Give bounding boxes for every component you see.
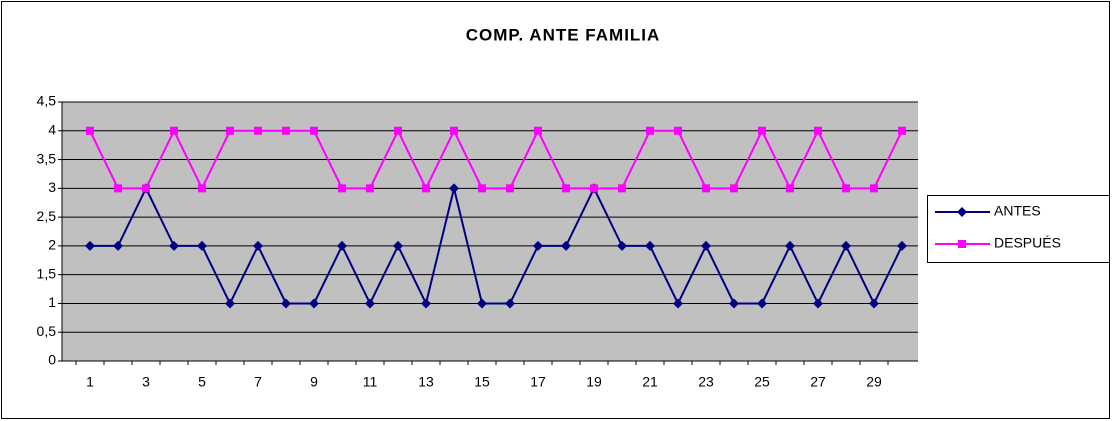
point xyxy=(702,184,710,193)
point xyxy=(86,126,94,135)
legend-label: DESPUÉS xyxy=(994,235,1061,251)
y-tick-label: 1 xyxy=(48,294,56,310)
x-tick-label: 5 xyxy=(198,374,206,390)
point xyxy=(281,298,291,309)
point xyxy=(450,126,458,135)
point xyxy=(841,240,851,251)
point xyxy=(477,298,487,309)
point xyxy=(421,298,431,309)
point xyxy=(366,184,374,193)
y-tick-label: 2 xyxy=(48,237,56,253)
point xyxy=(674,126,682,135)
point xyxy=(562,184,570,193)
point xyxy=(897,240,907,251)
point xyxy=(225,298,235,309)
legend-label: ANTES xyxy=(994,203,1041,219)
point xyxy=(197,240,207,251)
point xyxy=(254,126,262,135)
point xyxy=(142,184,150,193)
point xyxy=(870,184,878,193)
point xyxy=(645,240,655,251)
point xyxy=(449,183,459,194)
point xyxy=(757,298,767,309)
point xyxy=(673,298,683,309)
point xyxy=(310,126,318,135)
y-tick-label: 0 xyxy=(48,352,56,368)
point xyxy=(365,298,375,309)
legend-marker xyxy=(957,207,967,217)
point xyxy=(533,240,543,251)
point xyxy=(114,184,122,193)
point xyxy=(198,184,206,193)
chart-title: COMP. ANTE FAMILIA xyxy=(466,25,661,44)
point xyxy=(842,184,850,193)
point xyxy=(393,240,403,251)
x-tick-label: 9 xyxy=(310,374,318,390)
point xyxy=(701,240,711,251)
point xyxy=(505,298,515,309)
point xyxy=(618,184,626,193)
point xyxy=(226,126,234,135)
point xyxy=(758,126,766,135)
point xyxy=(478,184,486,193)
point xyxy=(730,184,738,193)
x-tick-label: 17 xyxy=(530,374,546,390)
point xyxy=(786,184,794,193)
point xyxy=(309,298,319,309)
point xyxy=(898,126,906,135)
plot-area xyxy=(62,102,918,361)
point xyxy=(646,126,654,135)
point xyxy=(338,184,346,193)
point xyxy=(169,240,179,251)
y-tick-label: 1,5 xyxy=(37,265,57,281)
point xyxy=(85,240,95,251)
x-tick-label: 29 xyxy=(866,374,882,390)
x-tick-label: 19 xyxy=(586,374,602,390)
series-line xyxy=(90,186,903,307)
point xyxy=(869,298,879,309)
x-tick-label: 27 xyxy=(810,374,826,390)
point xyxy=(729,298,739,309)
x-tick-label: 13 xyxy=(418,374,434,390)
point xyxy=(422,184,430,193)
point xyxy=(337,240,347,251)
y-tick-label: 4,5 xyxy=(37,93,57,109)
point xyxy=(561,240,571,251)
x-tick-label: 25 xyxy=(754,374,770,390)
point xyxy=(590,184,598,193)
x-tick-label: 1 xyxy=(86,374,94,390)
legend-box xyxy=(927,195,1110,263)
x-tick-label: 11 xyxy=(363,374,378,390)
point xyxy=(617,240,627,251)
point xyxy=(785,240,795,251)
legend-marker xyxy=(958,240,966,248)
point xyxy=(113,240,123,251)
y-tick-label: 3,5 xyxy=(37,150,57,166)
point xyxy=(813,298,823,309)
y-tick-label: 3 xyxy=(48,179,56,195)
x-tick-label: 3 xyxy=(142,374,150,390)
x-tick-label: 23 xyxy=(698,374,714,390)
point xyxy=(534,126,542,135)
point xyxy=(282,126,290,135)
x-tick-label: 15 xyxy=(474,374,490,390)
point xyxy=(253,240,263,251)
x-tick-label: 21 xyxy=(642,374,658,390)
point xyxy=(814,126,822,135)
point xyxy=(506,184,514,193)
series-line xyxy=(89,128,903,191)
x-tick-label: 7 xyxy=(254,374,262,390)
y-tick-label: 4 xyxy=(48,121,56,137)
point xyxy=(170,126,178,135)
point xyxy=(394,126,402,135)
y-tick-label: 2,5 xyxy=(37,208,57,224)
y-tick-label: 0,5 xyxy=(37,323,57,339)
